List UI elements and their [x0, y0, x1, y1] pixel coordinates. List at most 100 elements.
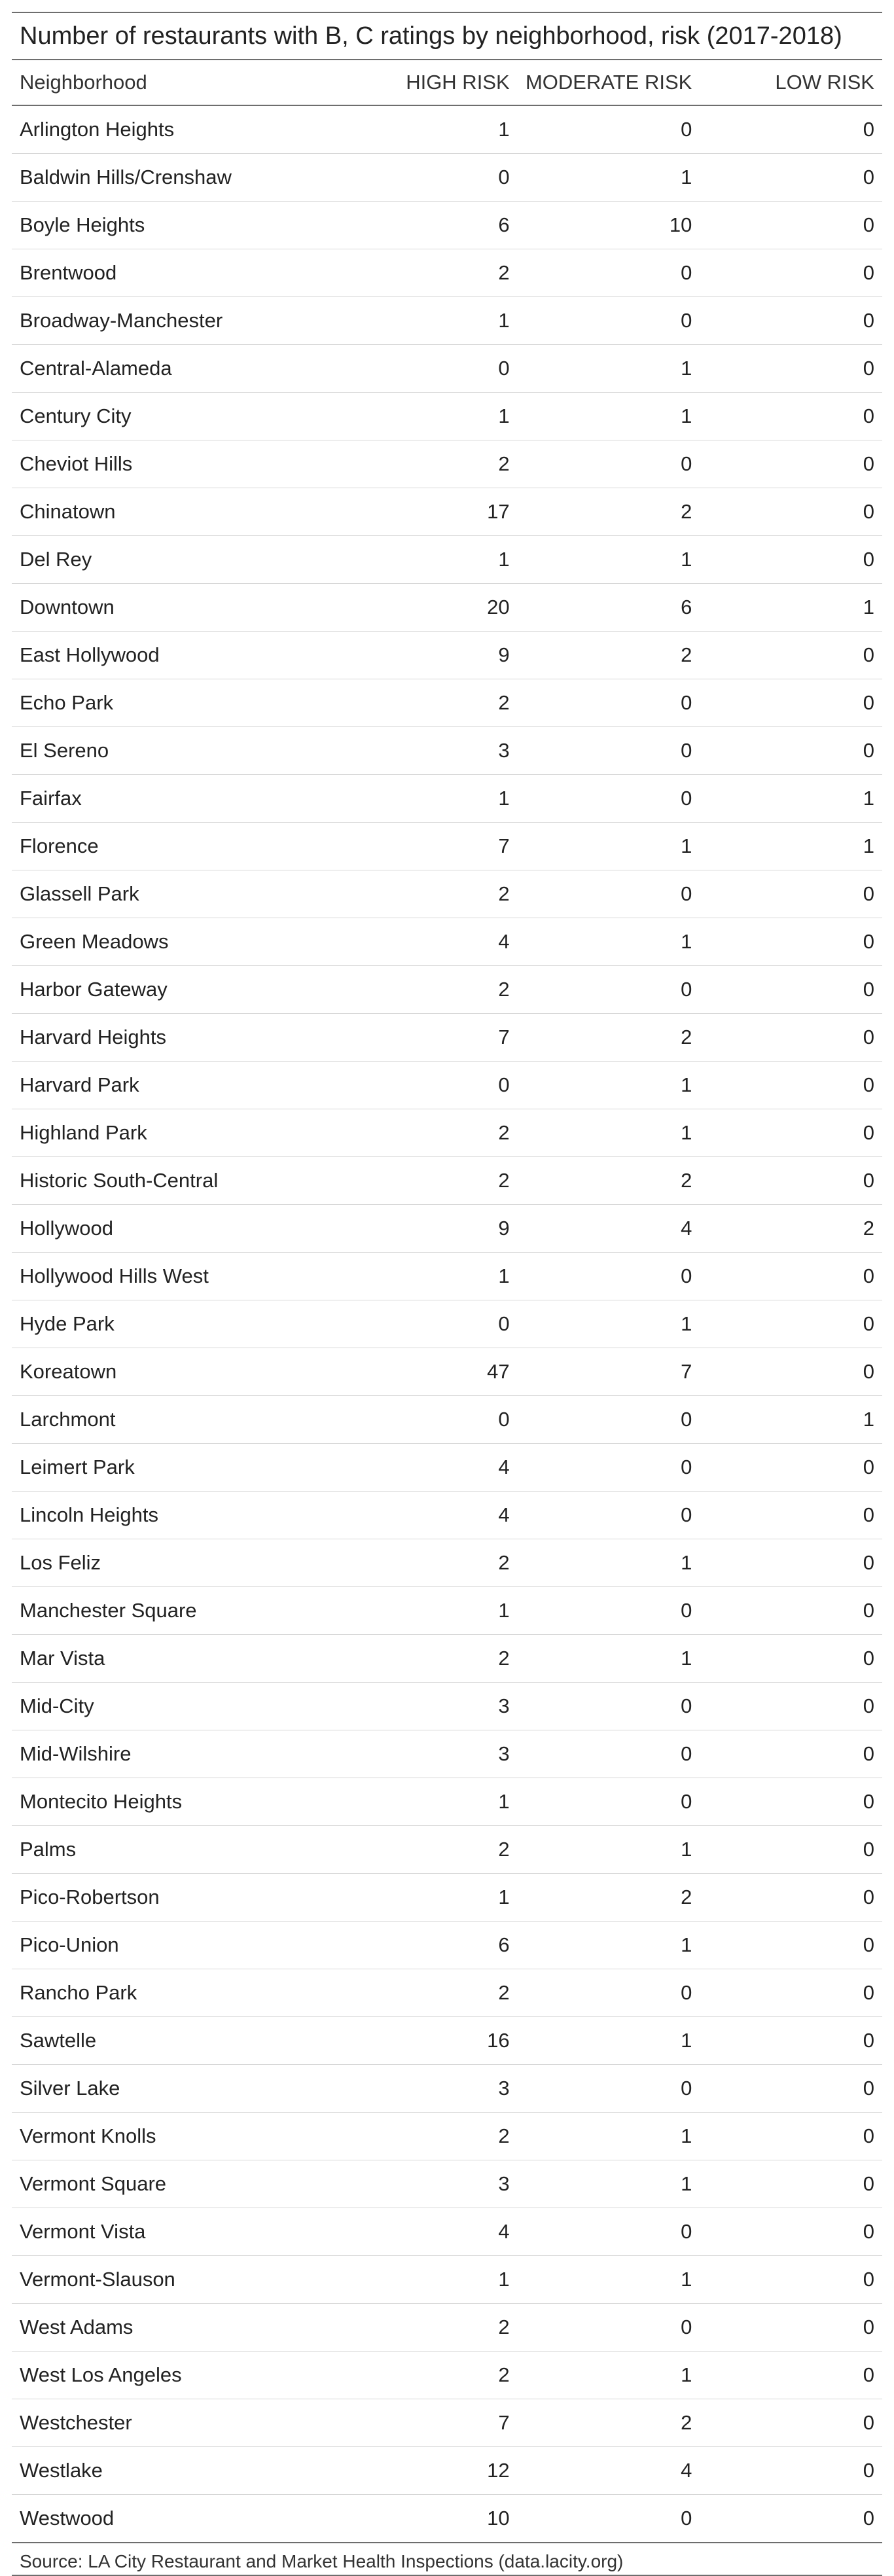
cell-neighborhood: Echo Park [12, 679, 335, 727]
cell-moderate-risk: 0 [517, 870, 700, 918]
cell-moderate-risk: 0 [517, 726, 700, 775]
cell-neighborhood: Hollywood [12, 1204, 335, 1253]
cell-high-risk: 20 [335, 583, 518, 632]
cell-moderate-risk: 0 [517, 679, 700, 727]
cell-moderate-risk: 1 [517, 822, 700, 870]
cell-moderate-risk: 2 [517, 2399, 700, 2447]
cell-moderate-risk: 1 [517, 344, 700, 393]
cell-low-risk: 1 [700, 774, 882, 823]
table-row: Westlake 12 4 0 [12, 2446, 882, 2495]
table-row: Lincoln Heights 4 0 0 [12, 1491, 882, 1539]
cell-low-risk: 0 [700, 1730, 882, 1778]
cell-neighborhood: Lincoln Heights [12, 1491, 335, 1539]
table-row: Mar Vista 2 1 0 [12, 1634, 882, 1683]
cell-high-risk: 3 [335, 1730, 518, 1778]
cell-moderate-risk: 1 [517, 1109, 700, 1157]
cell-low-risk: 0 [700, 1252, 882, 1300]
cell-moderate-risk: 1 [517, 392, 700, 440]
cell-low-risk: 0 [700, 1682, 882, 1730]
cell-low-risk: 0 [700, 2016, 882, 2065]
cell-low-risk: 0 [700, 1778, 882, 1826]
table-row: Pico-Union 6 1 0 [12, 1921, 882, 1969]
table-row: Harbor Gateway 2 0 0 [12, 965, 882, 1014]
table-row: Manchester Square 1 0 0 [12, 1586, 882, 1635]
cell-low-risk: 0 [700, 392, 882, 440]
cell-moderate-risk: 1 [517, 2160, 700, 2208]
cell-moderate-risk: 1 [517, 2255, 700, 2304]
cell-moderate-risk: 7 [517, 1348, 700, 1396]
cell-high-risk: 7 [335, 1013, 518, 1062]
cell-high-risk: 12 [335, 2446, 518, 2495]
cell-high-risk: 2 [335, 965, 518, 1014]
table-row: West Los Angeles 2 1 0 [12, 2351, 882, 2399]
cell-neighborhood: Boyle Heights [12, 201, 335, 249]
cell-neighborhood: Montecito Heights [12, 1778, 335, 1826]
cell-neighborhood: Vermont-Slauson [12, 2255, 335, 2304]
cell-neighborhood: Mid-City [12, 1682, 335, 1730]
cell-moderate-risk: 0 [517, 965, 700, 1014]
cell-low-risk: 0 [700, 2446, 882, 2495]
cell-low-risk: 0 [700, 2112, 882, 2160]
cell-low-risk: 0 [700, 2494, 882, 2543]
cell-neighborhood: Manchester Square [12, 1586, 335, 1635]
cell-neighborhood: Rancho Park [12, 1969, 335, 2017]
table-row: Highland Park 2 1 0 [12, 1109, 882, 1157]
cell-high-risk: 1 [335, 392, 518, 440]
table-row: Vermont-Slauson 1 1 0 [12, 2255, 882, 2304]
cell-high-risk: 6 [335, 201, 518, 249]
cell-neighborhood: Century City [12, 392, 335, 440]
table-row: Central-Alameda 0 1 0 [12, 344, 882, 393]
table-row: Cheviot Hills 2 0 0 [12, 440, 882, 488]
cell-low-risk: 0 [700, 1586, 882, 1635]
cell-low-risk: 0 [700, 1109, 882, 1157]
table-row: Koreatown 47 7 0 [12, 1348, 882, 1396]
cell-high-risk: 2 [335, 1634, 518, 1683]
cell-high-risk: 0 [335, 1061, 518, 1109]
cell-moderate-risk: 1 [517, 2351, 700, 2399]
cell-high-risk: 2 [335, 679, 518, 727]
table-row: Hollywood 9 4 2 [12, 1204, 882, 1253]
cell-moderate-risk: 1 [517, 1300, 700, 1348]
cell-moderate-risk: 2 [517, 631, 700, 679]
cell-low-risk: 0 [700, 1061, 882, 1109]
cell-neighborhood: Vermont Square [12, 2160, 335, 2208]
cell-low-risk: 0 [700, 679, 882, 727]
cell-low-risk: 0 [700, 153, 882, 202]
cell-neighborhood: Koreatown [12, 1348, 335, 1396]
cell-high-risk: 1 [335, 1873, 518, 1922]
cell-high-risk: 1 [335, 1252, 518, 1300]
cell-low-risk: 0 [700, 344, 882, 393]
cell-low-risk: 0 [700, 965, 882, 1014]
cell-moderate-risk: 0 [517, 1586, 700, 1635]
cell-high-risk: 16 [335, 2016, 518, 2065]
cell-neighborhood: Vermont Knolls [12, 2112, 335, 2160]
cell-moderate-risk: 0 [517, 2064, 700, 2113]
cell-low-risk: 0 [700, 1873, 882, 1922]
cell-moderate-risk: 2 [517, 488, 700, 536]
cell-low-risk: 0 [700, 1969, 882, 2017]
table-row: Echo Park 2 0 0 [12, 679, 882, 727]
table-row: Leimert Park 4 0 0 [12, 1443, 882, 1492]
table-row: Florence 7 1 1 [12, 822, 882, 870]
cell-moderate-risk: 0 [517, 2208, 700, 2256]
table-row: Harvard Heights 7 2 0 [12, 1013, 882, 1062]
table-row: Baldwin Hills/Crenshaw 0 1 0 [12, 153, 882, 202]
cell-high-risk: 2 [335, 1156, 518, 1205]
table-row: Hollywood Hills West 1 0 0 [12, 1252, 882, 1300]
cell-neighborhood: Los Feliz [12, 1539, 335, 1587]
cell-neighborhood: Westlake [12, 2446, 335, 2495]
cell-low-risk: 0 [700, 2303, 882, 2352]
cell-low-risk: 0 [700, 2160, 882, 2208]
cell-low-risk: 0 [700, 1443, 882, 1492]
cell-moderate-risk: 2 [517, 1156, 700, 1205]
cell-moderate-risk: 1 [517, 1921, 700, 1969]
cell-moderate-risk: 0 [517, 2303, 700, 2352]
table-row: Century City 1 1 0 [12, 392, 882, 440]
header-neighborhood: Neighborhood [12, 59, 335, 106]
cell-high-risk: 47 [335, 1348, 518, 1396]
cell-neighborhood: Hyde Park [12, 1300, 335, 1348]
cell-high-risk: 2 [335, 1825, 518, 1874]
cell-low-risk: 0 [700, 535, 882, 584]
cell-low-risk: 0 [700, 1634, 882, 1683]
cell-moderate-risk: 2 [517, 1873, 700, 1922]
